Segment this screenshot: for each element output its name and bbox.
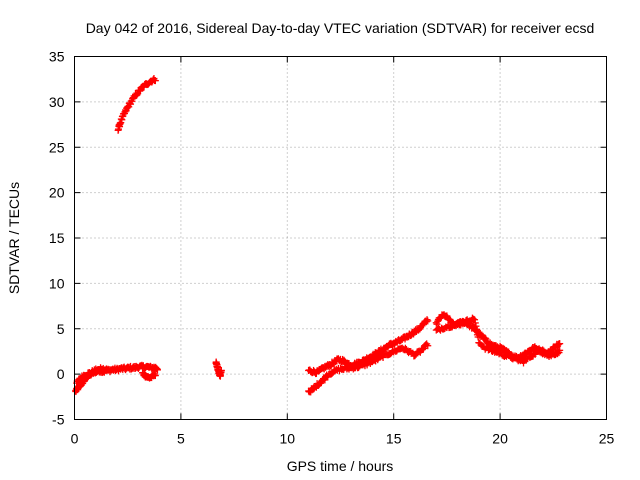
data-point [217, 366, 225, 374]
y-tick-label: 0 [57, 366, 65, 382]
y-tick-label: 5 [57, 321, 65, 337]
x-tick-label: 20 [492, 431, 508, 447]
data-point [136, 87, 144, 95]
data-point [471, 319, 479, 327]
data-point [554, 341, 562, 349]
data-point [481, 334, 489, 342]
x-tick-label: 10 [280, 431, 296, 447]
y-tick-label: 20 [49, 185, 65, 201]
data-point [100, 368, 108, 376]
data-point [471, 316, 479, 324]
y-tick-label: 30 [49, 94, 65, 110]
x-tick-label: 0 [71, 431, 79, 447]
data-point [424, 317, 432, 325]
tick-labels: 0 5 10 15 20 25 -5 0 5 10 15 20 25 30 35 [49, 49, 615, 447]
data-point [151, 372, 159, 380]
y-axis-label: SDTVAR / TECUs [6, 182, 22, 294]
y-tick-label: 10 [49, 275, 65, 291]
chart-title: Day 042 of 2016, Sidereal Day-to-day VTE… [86, 20, 595, 36]
data-point [472, 322, 480, 330]
data-point [411, 352, 419, 360]
x-tick-label: 15 [386, 431, 402, 447]
data-point [100, 367, 108, 375]
x-tick-label: 5 [177, 431, 185, 447]
data-point [151, 77, 159, 85]
y-tick-label: 15 [49, 230, 65, 246]
data-point [418, 346, 426, 354]
data-point [133, 91, 141, 99]
data-marks [72, 75, 564, 396]
data-point [474, 333, 482, 341]
data-point [434, 317, 442, 325]
data-point [423, 316, 431, 324]
plot-frame [74, 56, 607, 420]
data-point [153, 366, 161, 374]
x-axis-label: GPS time / hours [287, 458, 394, 474]
data-point [556, 346, 564, 354]
y-tick-label: -5 [52, 412, 65, 428]
data-point [424, 342, 432, 350]
y-tick-label: 35 [49, 49, 65, 65]
x-tick-label: 25 [599, 431, 615, 447]
data-point [379, 353, 387, 361]
data-point [473, 325, 481, 333]
grid [74, 56, 607, 420]
data-point [556, 340, 564, 348]
y-tick-label: 25 [49, 139, 65, 155]
